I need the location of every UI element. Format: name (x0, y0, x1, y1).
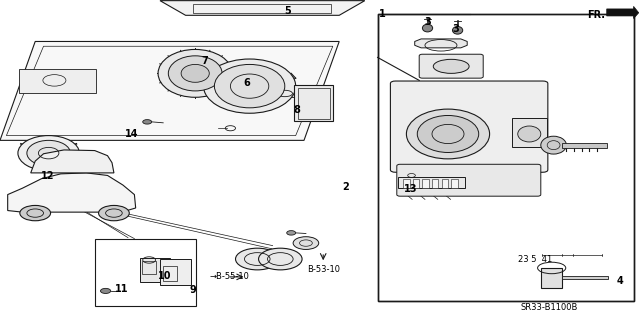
Ellipse shape (143, 120, 152, 124)
Ellipse shape (27, 140, 70, 166)
FancyBboxPatch shape (397, 164, 541, 196)
Text: 7: 7 (202, 56, 208, 66)
Polygon shape (31, 150, 114, 173)
Text: 10: 10 (158, 271, 172, 281)
Polygon shape (8, 173, 136, 212)
Ellipse shape (259, 248, 302, 270)
Bar (512, 118, 547, 147)
Text: FR.: FR. (587, 10, 605, 20)
Ellipse shape (100, 288, 111, 293)
Ellipse shape (406, 109, 490, 159)
Ellipse shape (236, 248, 279, 270)
Bar (262, 89, 323, 97)
Bar (398, 177, 465, 188)
Text: 9: 9 (190, 285, 196, 295)
Bar (442, 179, 448, 188)
Bar (294, 85, 333, 121)
Polygon shape (160, 1, 365, 15)
Ellipse shape (214, 64, 285, 108)
Ellipse shape (433, 59, 469, 73)
Text: 12: 12 (41, 171, 55, 181)
Ellipse shape (168, 56, 222, 91)
Ellipse shape (204, 59, 296, 113)
Ellipse shape (422, 24, 433, 32)
Bar (95, 239, 196, 306)
Bar (378, 14, 634, 301)
Text: 13: 13 (404, 184, 418, 194)
FancyBboxPatch shape (390, 81, 548, 172)
Text: B-53-10: B-53-10 (307, 265, 340, 274)
Text: 3: 3 (452, 24, 459, 34)
Text: 3: 3 (424, 17, 431, 27)
Ellipse shape (18, 136, 79, 171)
Bar (541, 268, 562, 288)
Text: SR33-B1100B: SR33-B1100B (520, 303, 578, 312)
Ellipse shape (293, 237, 319, 249)
Ellipse shape (541, 136, 566, 154)
Text: 6: 6 (243, 78, 250, 88)
Ellipse shape (417, 115, 479, 152)
Ellipse shape (287, 231, 296, 235)
FancyBboxPatch shape (419, 54, 483, 78)
Bar (160, 259, 191, 285)
Text: 23 5  41: 23 5 41 (518, 256, 552, 264)
Text: 11: 11 (115, 284, 129, 294)
Bar (140, 258, 170, 282)
Text: →B-55-10: →B-55-10 (209, 272, 249, 281)
Ellipse shape (452, 26, 463, 34)
Polygon shape (607, 6, 639, 19)
Bar (193, 4, 331, 13)
Text: 8: 8 (294, 105, 300, 115)
Ellipse shape (99, 205, 129, 221)
Polygon shape (0, 41, 339, 140)
Ellipse shape (518, 126, 541, 142)
Text: 1: 1 (380, 9, 386, 19)
Text: 14: 14 (124, 129, 138, 139)
Polygon shape (415, 39, 467, 48)
Bar (562, 143, 607, 148)
Bar (298, 88, 330, 119)
Bar (413, 179, 419, 188)
Bar (562, 276, 608, 279)
Text: 4: 4 (616, 276, 623, 286)
Bar (432, 179, 438, 188)
Bar (142, 261, 156, 274)
Bar (403, 179, 410, 188)
Ellipse shape (158, 49, 232, 97)
Bar (216, 64, 256, 83)
Bar (422, 179, 429, 188)
Text: 5: 5 (285, 6, 291, 16)
Bar (19, 69, 96, 93)
Bar (163, 266, 177, 281)
Text: 2: 2 (342, 182, 349, 192)
Ellipse shape (20, 205, 51, 221)
Bar (451, 179, 458, 188)
Ellipse shape (181, 64, 209, 82)
